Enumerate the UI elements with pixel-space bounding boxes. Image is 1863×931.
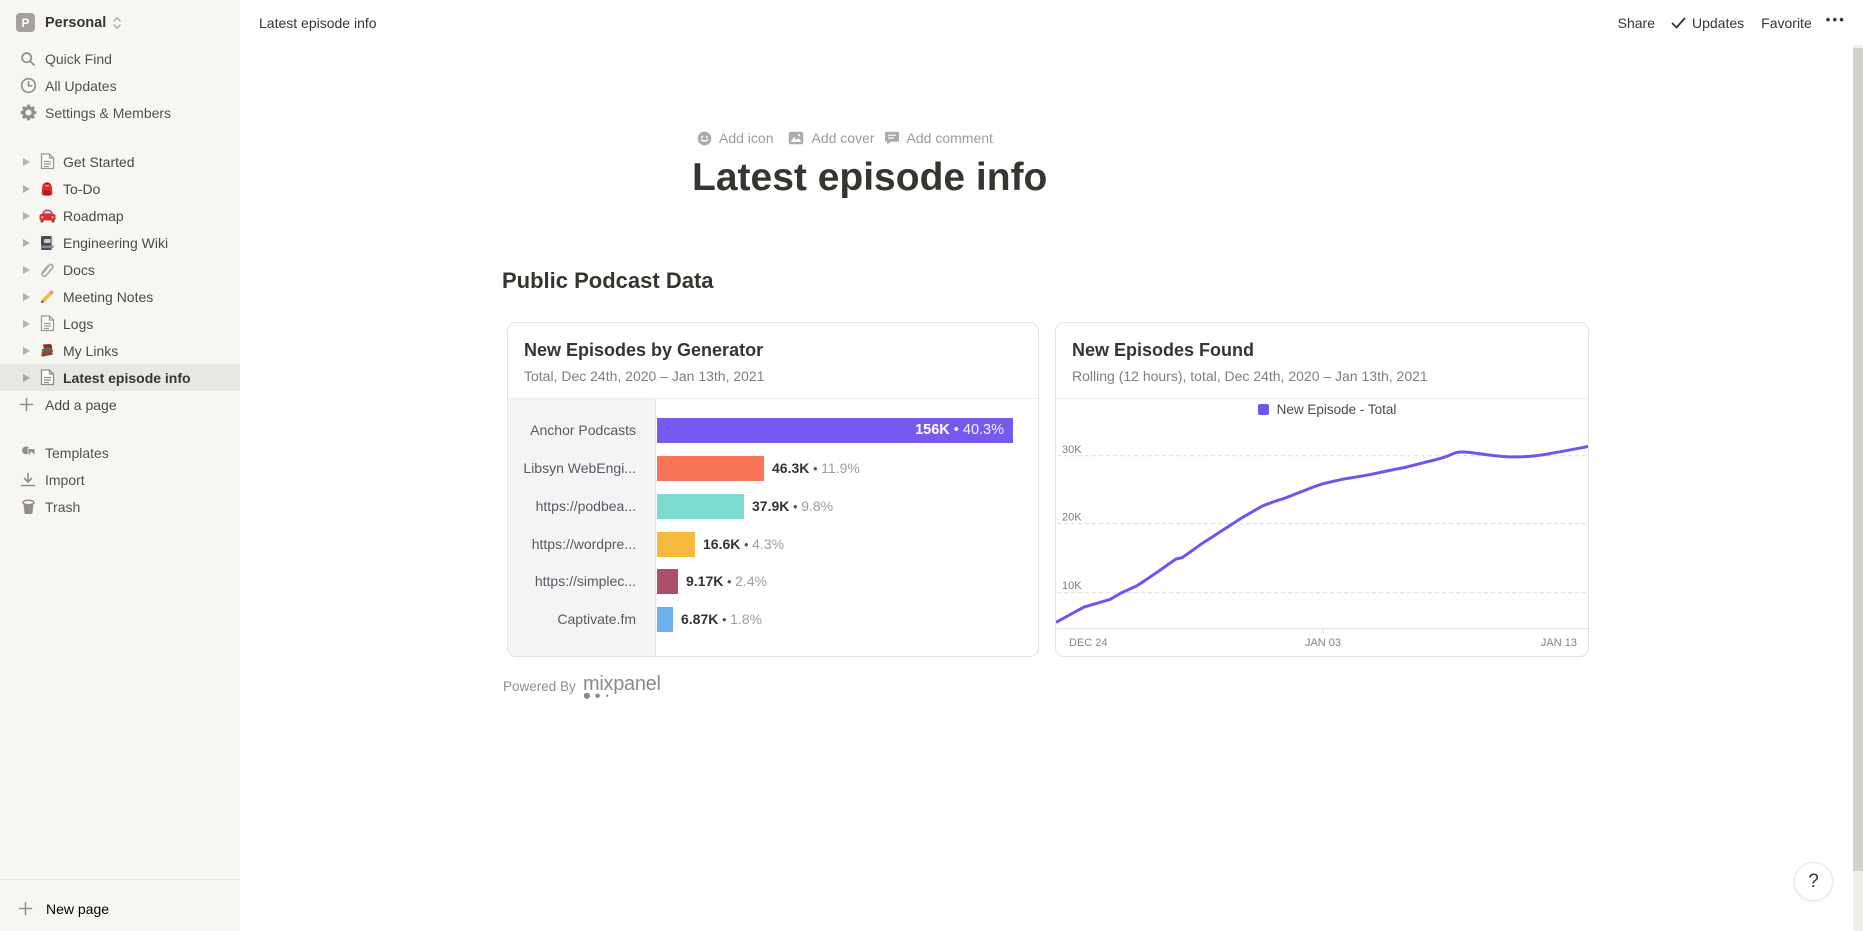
svg-text:JAN 13: JAN 13 [1541,637,1577,649]
svg-text:20K: 20K [1062,512,1082,524]
svg-text:30K: 30K [1062,444,1082,456]
svg-text:10K: 10K [1062,580,1082,592]
svg-text:DEC 24: DEC 24 [1069,637,1108,649]
svg-text:JAN 03: JAN 03 [1305,637,1341,649]
